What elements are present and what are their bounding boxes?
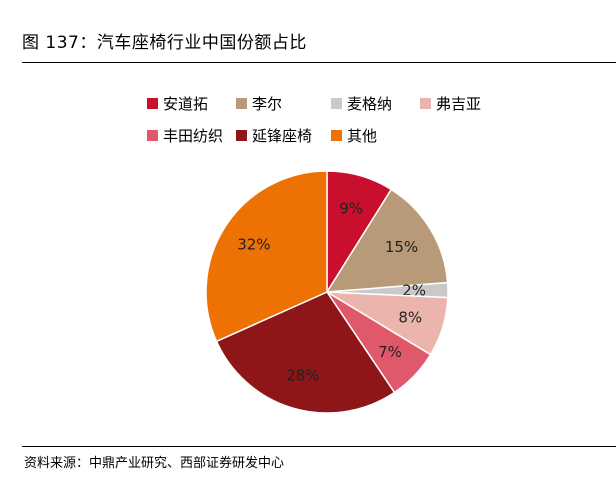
- chart-legend: 安道拓 李尔 麦格纳 弗吉亚 丰田纺织 延锋座椅 其他: [0, 0, 616, 160]
- legend-swatch-4: [420, 98, 431, 109]
- legend-label-6: 延锋座椅: [252, 127, 313, 145]
- legend-item-2: 李尔: [236, 93, 282, 114]
- legend-label-3: 麦格纳: [347, 95, 393, 113]
- pie-slice-label-5: 7%: [378, 343, 402, 361]
- legend-label-1: 安道拓: [163, 95, 209, 113]
- legend-item-3: 麦格纳: [331, 93, 392, 114]
- legend-swatch-3: [331, 98, 342, 109]
- legend-label-7: 其他: [347, 127, 378, 145]
- legend-item-4: 弗吉亚: [420, 93, 481, 114]
- pie-slice-2: [325, 188, 449, 293]
- legend-label-4: 弗吉亚: [436, 95, 482, 113]
- pie-slice-label-2: 15%: [385, 238, 418, 256]
- figure-title: 图 137：汽车座椅行业中国份额占比: [22, 33, 307, 53]
- legend-label-5: 丰田纺织: [163, 127, 224, 145]
- pie-slice-7: [205, 170, 328, 343]
- legend-item-1: 安道拓: [147, 93, 208, 114]
- legend-item-6: 延锋座椅: [236, 125, 312, 146]
- pie-slice-label-4: 8%: [398, 308, 422, 326]
- pie-slice-label-1: 9%: [339, 199, 363, 217]
- legend-label-2: 李尔: [252, 95, 283, 113]
- legend-swatch-5: [147, 130, 158, 141]
- legend-swatch-2: [236, 98, 247, 109]
- legend-item-7: 其他: [331, 125, 377, 146]
- pie-slice-label-7: 32%: [237, 236, 270, 254]
- pie-slice-label-6: 28%: [286, 367, 319, 385]
- legend-item-5: 丰田纺织: [147, 125, 223, 146]
- title-rule: [22, 62, 616, 63]
- source-note: 资料来源：中鼎产业研究、西部证券研发中心: [24, 456, 285, 471]
- source-rule: [22, 446, 616, 447]
- legend-swatch-7: [331, 130, 342, 141]
- legend-swatch-1: [147, 98, 158, 109]
- legend-swatch-6: [236, 130, 247, 141]
